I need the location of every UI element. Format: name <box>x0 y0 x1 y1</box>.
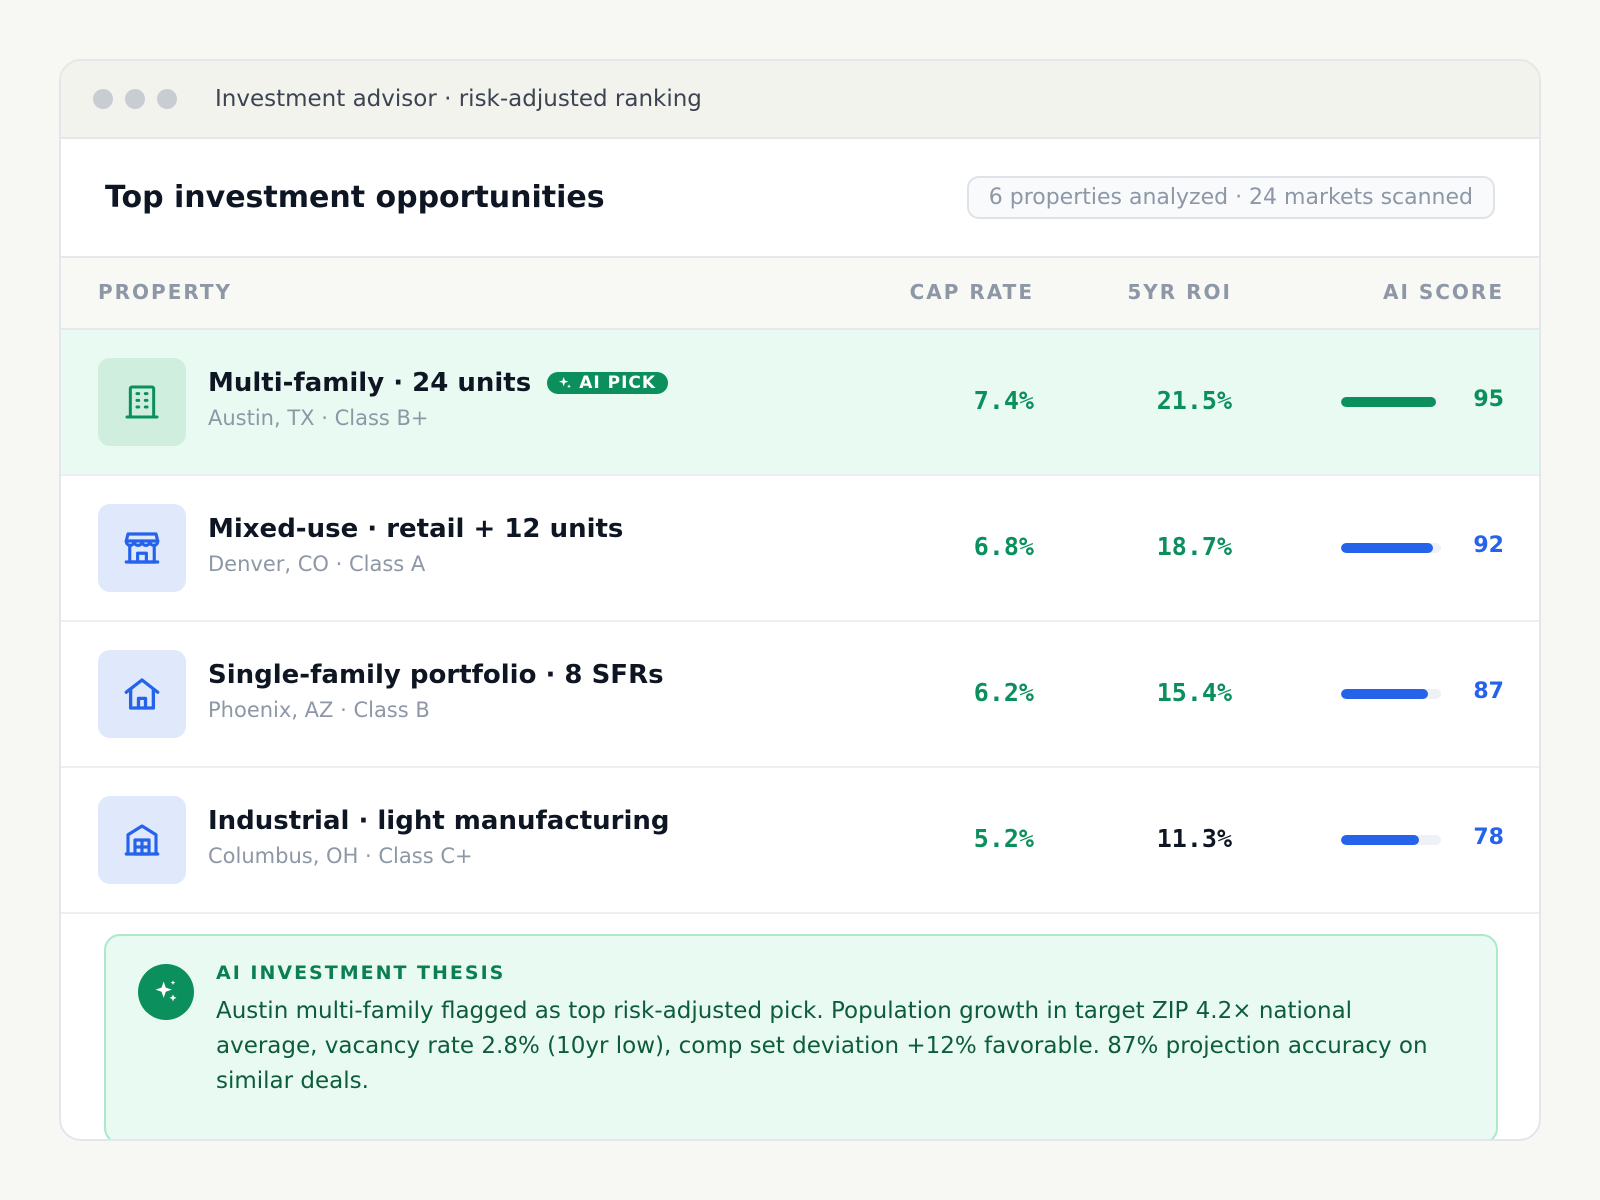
cap-rate-value: 7.4% <box>973 386 1034 415</box>
property-name: Single-family portfolio · 8 SFRs <box>208 660 664 690</box>
app-window: Investment advisor · risk-adjusted ranki… <box>59 59 1541 1141</box>
storefront-icon <box>98 504 186 592</box>
building-icon <box>98 358 186 446</box>
property-name: Industrial · light manufacturing <box>208 806 670 836</box>
property-name: Multi-family · 24 units AI PICK <box>208 368 669 398</box>
column-header-cap-rate[interactable]: CAP RATE <box>909 280 1034 304</box>
property-location: Denver, CO · Class A <box>208 552 426 576</box>
cap-rate-value: 5.2% <box>973 824 1034 853</box>
window-title: Investment advisor · risk-adjusted ranki… <box>215 86 702 112</box>
property-name-text: Multi-family · 24 units <box>208 368 532 398</box>
ai-score-value: 95 <box>1473 387 1504 412</box>
ai-score-bar-fill <box>1341 543 1433 553</box>
column-header-roi[interactable]: 5YR ROI <box>1127 280 1232 304</box>
ai-thesis-panel: AI INVESTMENT THESIS Austin multi-family… <box>104 934 1498 1139</box>
ai-score-bar <box>1341 397 1441 407</box>
property-name-text: Industrial · light manufacturing <box>208 806 670 836</box>
window-minimize-button[interactable] <box>125 89 145 109</box>
column-header-ai-score[interactable]: AI SCORE <box>1382 280 1504 304</box>
ai-score-bar <box>1341 835 1441 845</box>
page-header: Top investment opportunities 6 propertie… <box>61 139 1539 258</box>
property-name: Mixed-use · retail + 12 units <box>208 514 623 544</box>
table-row[interactable]: Mixed-use · retail + 12 units Denver, CO… <box>61 476 1539 622</box>
roi-value: 18.7% <box>1156 532 1232 561</box>
table-row[interactable]: Industrial · light manufacturing Columbu… <box>61 768 1539 914</box>
property-name-text: Mixed-use · retail + 12 units <box>208 514 624 544</box>
ai-score-bar <box>1341 689 1441 699</box>
house-icon <box>98 650 186 738</box>
roi-value: 15.4% <box>1156 678 1232 707</box>
property-name-text: Single-family portfolio · 8 SFRs <box>208 660 664 690</box>
window-close-button[interactable] <box>93 89 113 109</box>
roi-value: 21.5% <box>1156 386 1232 415</box>
property-location: Columbus, OH · Class C+ <box>208 844 473 868</box>
ai-score-value: 78 <box>1473 825 1504 850</box>
ai-score-bar-fill <box>1341 397 1436 407</box>
property-location: Phoenix, AZ · Class B <box>208 698 430 722</box>
ai-score-value: 92 <box>1473 533 1504 558</box>
analysis-summary-badge: 6 properties analyzed · 24 markets scann… <box>966 176 1495 219</box>
table-header: PROPERTY CAP RATE 5YR ROI AI SCORE <box>61 258 1539 330</box>
sparkle-icon <box>138 964 194 1020</box>
warehouse-icon <box>98 796 186 884</box>
thesis-title: AI INVESTMENT THESIS <box>216 962 506 984</box>
ai-score-bar <box>1341 543 1441 553</box>
thesis-body: Austin multi-family flagged as top risk-… <box>216 998 1428 1094</box>
ai-pick-badge: AI PICK <box>547 372 669 394</box>
ai-score-value: 87 <box>1473 679 1504 704</box>
page-title: Top investment opportunities <box>105 180 605 215</box>
window-maximize-button[interactable] <box>157 89 177 109</box>
table-row[interactable]: Multi-family · 24 units AI PICK Austin, … <box>61 330 1539 476</box>
ai-pick-label: AI PICK <box>579 373 657 393</box>
property-location: Austin, TX · Class B+ <box>208 406 429 430</box>
cap-rate-value: 6.2% <box>973 678 1034 707</box>
title-bar: Investment advisor · risk-adjusted ranki… <box>61 61 1539 139</box>
cap-rate-value: 6.8% <box>973 532 1034 561</box>
table-row[interactable]: Single-family portfolio · 8 SFRs Phoenix… <box>61 622 1539 768</box>
roi-value: 11.3% <box>1156 824 1232 853</box>
column-header-property[interactable]: PROPERTY <box>98 280 233 304</box>
ai-score-bar-fill <box>1341 689 1428 699</box>
ai-score-bar-fill <box>1341 835 1419 845</box>
sparkle-icon <box>559 377 572 389</box>
